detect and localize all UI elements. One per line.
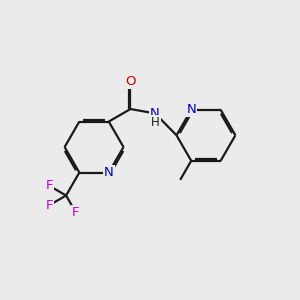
Text: N: N	[186, 103, 196, 116]
Text: N: N	[150, 107, 160, 120]
Text: F: F	[72, 206, 80, 219]
Text: F: F	[46, 179, 53, 192]
Text: O: O	[125, 75, 136, 88]
Text: N: N	[104, 166, 114, 179]
Text: H: H	[151, 116, 160, 129]
Text: F: F	[46, 199, 53, 212]
